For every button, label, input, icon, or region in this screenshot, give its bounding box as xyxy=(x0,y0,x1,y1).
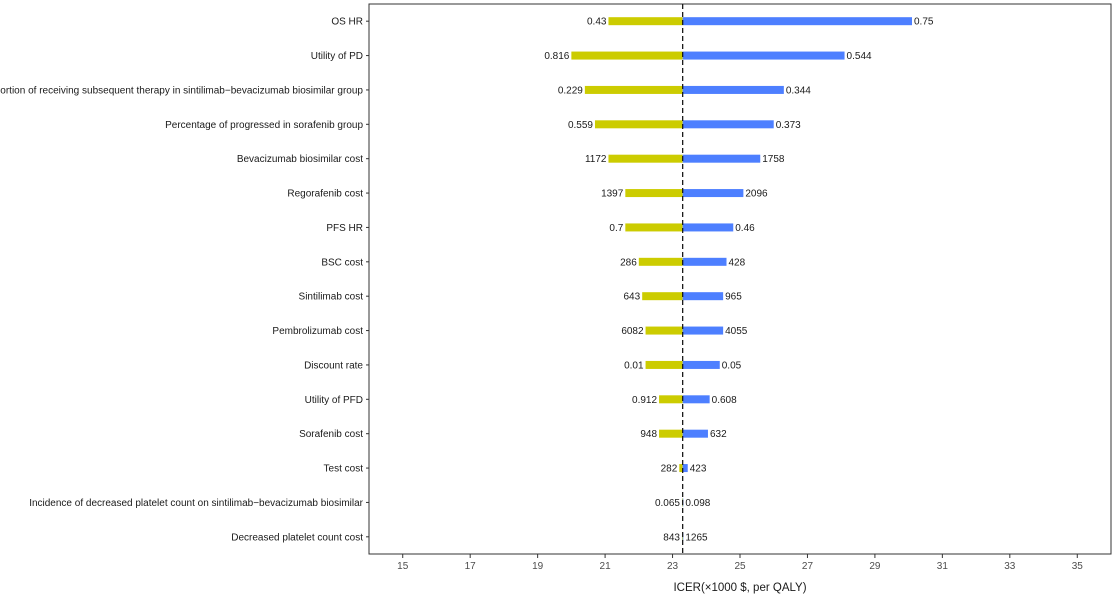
plot-panel xyxy=(368,3,1112,555)
bar-high xyxy=(682,257,727,266)
bar-low xyxy=(659,395,683,404)
bar-high xyxy=(682,120,774,129)
high-value-label: 4055 xyxy=(725,326,748,337)
x-tick-label: 19 xyxy=(532,561,544,572)
x-tick-label: 33 xyxy=(1004,561,1016,572)
x-tick-label: 31 xyxy=(937,561,949,572)
parameter-label: Bevacizumab biosimilar cost xyxy=(237,154,363,165)
x-axis-title: ICER(×1000 $, per QALY) xyxy=(673,582,806,594)
low-value-label: 0.7 xyxy=(609,223,623,234)
y-axis-labels: OS HR Utility of PD Proportion of receivin… xyxy=(0,17,369,543)
high-value-label: 428 xyxy=(729,257,746,268)
parameter-label: Utility of PFD xyxy=(305,395,363,406)
bar-high xyxy=(682,51,845,60)
bar-high xyxy=(682,85,784,94)
bars-group xyxy=(571,17,913,541)
high-value-label: 423 xyxy=(690,464,707,475)
low-value-label: 0.229 xyxy=(558,85,583,96)
bar-low xyxy=(679,464,683,473)
x-tick-label: 23 xyxy=(667,561,679,572)
high-value-label: 0.098 xyxy=(685,498,710,509)
parameter-label: BSC cost xyxy=(321,257,363,268)
low-value-label: 6082 xyxy=(621,326,644,337)
bar-high xyxy=(682,17,913,26)
high-value-label: 0.05 xyxy=(722,360,742,371)
x-tick-label: 15 xyxy=(397,561,409,572)
high-value-label: 0.544 xyxy=(847,51,872,62)
low-value-label: 0.01 xyxy=(624,360,644,371)
low-value-label: 1172 xyxy=(585,154,607,165)
parameter-label: Sintilimab cost xyxy=(299,292,364,303)
bar-low xyxy=(608,154,683,163)
bar-high xyxy=(682,292,724,301)
low-value-label: 0.43 xyxy=(587,17,607,28)
high-value-label: 0.75 xyxy=(914,17,934,28)
bar-high xyxy=(682,326,724,335)
bar-high xyxy=(682,154,761,163)
low-value-label: 0.065 xyxy=(655,498,680,509)
parameter-label: Percentage of progressed in sorafenib gr… xyxy=(165,120,363,131)
high-value-label: 0.46 xyxy=(735,223,755,234)
bar-high xyxy=(682,360,720,369)
bar-low xyxy=(625,189,683,198)
high-value-label: 0.344 xyxy=(786,85,811,96)
bar-low xyxy=(638,257,683,266)
bar-high xyxy=(682,395,710,404)
low-value-label: 0.559 xyxy=(568,120,593,131)
parameter-label: Decreased platelet count cost xyxy=(231,532,363,543)
high-value-label: 965 xyxy=(725,292,742,303)
parameter-label: Test cost xyxy=(324,464,364,475)
high-value-label: 2096 xyxy=(745,189,768,200)
x-tick-label: 29 xyxy=(869,561,881,572)
low-value-label: 843 xyxy=(663,532,680,543)
bar-low xyxy=(645,326,683,335)
high-value-label: 0.608 xyxy=(712,395,737,406)
bar-low xyxy=(645,360,683,369)
bar-low xyxy=(608,17,683,26)
bar-high xyxy=(682,429,708,438)
x-tick-label: 27 xyxy=(802,561,814,572)
bar-low xyxy=(594,120,683,129)
x-tick-label: 21 xyxy=(600,561,612,572)
parameter-label: Pembrolizumab cost xyxy=(272,326,363,337)
low-value-label: 643 xyxy=(624,292,641,303)
parameter-label: Sorafenib cost xyxy=(299,429,363,440)
low-value-label: 282 xyxy=(661,464,678,475)
bar-low xyxy=(659,429,683,438)
x-axis: 15 17 19 21 23 25 27 29 31 33 35 xyxy=(397,554,1083,572)
low-value-label: 0.816 xyxy=(544,51,569,62)
parameter-label: Utility of PD xyxy=(311,51,363,62)
x-tick-label: 17 xyxy=(465,561,477,572)
x-tick-label: 35 xyxy=(1072,561,1084,572)
bar-low xyxy=(625,223,683,232)
low-value-label: 1397 xyxy=(601,189,624,200)
low-value-label: 0.912 xyxy=(632,395,657,406)
high-value-label: 0.373 xyxy=(776,120,801,131)
parameter-label: PFS HR xyxy=(326,223,363,234)
bar-low xyxy=(642,292,683,301)
bar-high xyxy=(682,464,688,473)
parameter-label: Regorafenib cost xyxy=(287,189,363,200)
value-labels-group: 0.43 0.75 0.816 0.544 0.229 0.344 0.559 0.373 11… xyxy=(544,17,934,544)
parameter-label: OS HR xyxy=(331,17,363,28)
bar-low xyxy=(571,51,683,60)
bar-high xyxy=(682,189,744,198)
bar-high xyxy=(682,223,734,232)
parameter-label: Incidence of decreased platelet count on… xyxy=(29,498,363,509)
bar-low xyxy=(584,85,683,94)
high-value-label: 1265 xyxy=(685,532,708,543)
parameter-label: Discount rate xyxy=(304,360,363,371)
low-value-label: 286 xyxy=(620,257,637,268)
high-value-label: 1758 xyxy=(762,154,785,165)
x-tick-label: 25 xyxy=(734,561,746,572)
low-value-label: 948 xyxy=(640,429,657,440)
high-value-label: 632 xyxy=(710,429,727,440)
parameter-label: Proportion of receiving subsequent thera… xyxy=(0,85,363,96)
